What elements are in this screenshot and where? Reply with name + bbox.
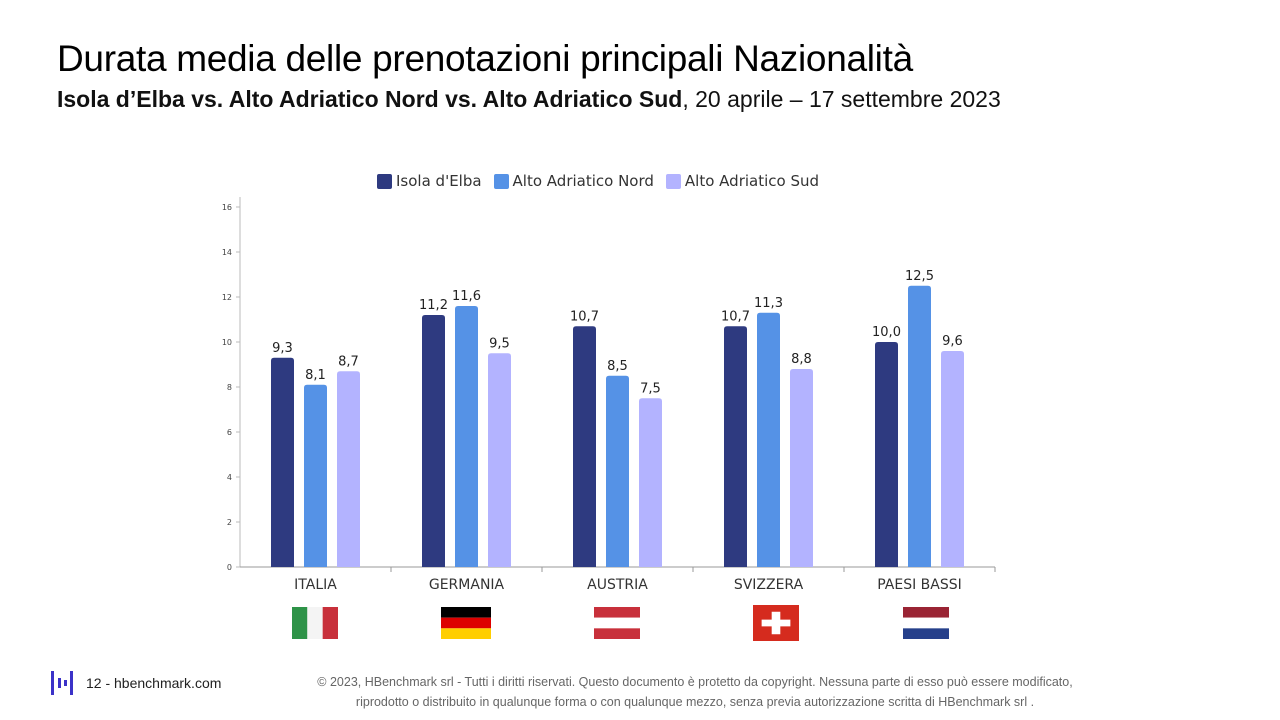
y-tick-label: 16 <box>222 203 232 212</box>
y-tick-label: 2 <box>227 518 232 527</box>
austria-flag-icon <box>594 607 640 639</box>
copyright-line: riprodotto o distribuito in qualunque fo… <box>355 695 1035 709</box>
legend-label: Alto Adriatico Sud <box>684 172 820 190</box>
bar-value-label: 9,6 <box>942 334 963 349</box>
bar-value-label: 10,7 <box>721 309 750 324</box>
x-category-label: SVIZZERA <box>734 577 804 593</box>
subtitle-date-range: , 20 aprile – 17 settembre 2023 <box>682 86 1001 112</box>
bar <box>757 312 780 567</box>
chart-legend: Isola d'Elba Alto Adriatico Nord Alto Ad… <box>377 172 819 190</box>
bar-value-label: 11,6 <box>452 289 481 304</box>
netherlands-flag-icon <box>903 607 949 639</box>
legend-swatch-alto-adriatico-sud <box>665 173 681 189</box>
legend-label: Isola d'Elba <box>396 172 482 190</box>
legend-item-isola-elba: Isola d'Elba <box>377 172 482 190</box>
bar <box>639 398 662 567</box>
legend-item-alto-adriatico-sud: Alto Adriatico Sud <box>665 172 820 190</box>
bar <box>724 326 747 567</box>
bar <box>875 342 898 567</box>
bar-value-label: 10,0 <box>872 325 901 340</box>
footer-copyright: © 2023, HBenchmark srl - Tutti i diritti… <box>260 672 1130 712</box>
bar <box>337 371 360 567</box>
legend-item-alto-adriatico-nord: Alto Adriatico Nord <box>493 172 654 190</box>
bar <box>573 326 596 567</box>
bar <box>422 315 445 567</box>
y-tick-label: 0 <box>227 563 232 572</box>
legend-label: Alto Adriatico Nord <box>512 172 654 190</box>
bar-value-label: 12,5 <box>905 269 934 284</box>
legend-swatch-isola-elba <box>377 173 392 189</box>
hbenchmark-logo-icon <box>51 671 73 695</box>
bar-value-label: 9,5 <box>489 336 510 351</box>
bar <box>304 384 327 567</box>
x-category-label: ITALIA <box>294 577 337 593</box>
bar <box>271 357 294 567</box>
page-title: Durata media delle prenotazioni principa… <box>57 38 913 79</box>
y-tick-label: 14 <box>222 248 232 257</box>
bar <box>790 369 813 567</box>
bar <box>941 351 964 567</box>
bar-value-label: 7,5 <box>640 381 661 396</box>
copyright-line: © 2023, HBenchmark srl - Tutti i diritti… <box>317 675 1073 689</box>
y-tick-label: 12 <box>222 293 232 302</box>
bar-value-label: 11,3 <box>754 296 783 311</box>
bar-value-label: 8,7 <box>338 354 359 369</box>
switzerland-flag-icon <box>753 605 799 641</box>
legend-swatch-alto-adriatico-nord <box>493 173 509 189</box>
bar-value-label: 9,3 <box>272 341 293 356</box>
bar-value-label: 8,5 <box>607 359 628 374</box>
x-category-label: AUSTRIA <box>587 577 648 593</box>
page-subtitle: Isola d’Elba vs. Alto Adriatico Nord vs.… <box>57 86 1001 113</box>
x-category-label: PAESI BASSI <box>877 577 962 593</box>
y-tick-label: 10 <box>222 338 232 347</box>
y-tick-label: 4 <box>227 473 232 482</box>
y-tick-label: 6 <box>227 428 232 437</box>
germany-flag-icon <box>441 607 491 639</box>
bar-value-label: 8,8 <box>791 352 812 367</box>
y-tick-label: 8 <box>227 383 232 392</box>
bar-value-label: 8,1 <box>305 368 326 383</box>
x-category-label: GERMANIA <box>429 577 505 593</box>
bar <box>606 375 629 567</box>
footer-page-label: 12 - hbenchmark.com <box>86 675 222 691</box>
bar <box>455 306 478 567</box>
bar <box>488 353 511 567</box>
bar-value-label: 11,2 <box>419 298 448 313</box>
bar <box>908 285 931 567</box>
italy-flag-icon <box>292 607 338 639</box>
bar-value-label: 10,7 <box>570 309 599 324</box>
subtitle-bold: Isola d’Elba vs. Alto Adriatico Nord vs.… <box>57 86 683 112</box>
